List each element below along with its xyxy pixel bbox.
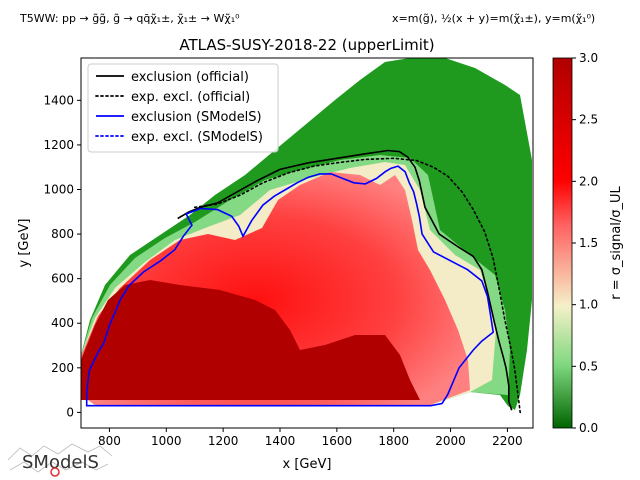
chart-title: ATLAS-SUSY-2018-22 (upperLimit) bbox=[179, 36, 434, 54]
x-tick-label: 800 bbox=[98, 434, 121, 448]
legend-label: exp. excl. (official) bbox=[131, 90, 250, 105]
y-tick-label: 400 bbox=[51, 316, 74, 330]
legend: exclusion (official) exp. excl. (official… bbox=[87, 63, 279, 153]
x-tick-label: 1400 bbox=[265, 434, 296, 448]
colorbar-tick-label: 2.0 bbox=[579, 174, 598, 188]
logo-red-dot bbox=[50, 467, 60, 477]
x-tick-label: 2000 bbox=[435, 434, 466, 448]
heatmap bbox=[81, 58, 532, 414]
x-tick-label: 2200 bbox=[492, 434, 523, 448]
header-left: T5WW: pp → g̃g̃, g̃ → qq̄χ̃₁±, χ̃₁± → Wχ… bbox=[19, 12, 240, 25]
colorbar-ticks: 0.0 0.5 1.0 1.5 2.0 2.5 3.0 bbox=[572, 51, 598, 435]
colorbar-label: r = σ_signal/σ_UL bbox=[609, 185, 624, 299]
colorbar-tick-label: 2.5 bbox=[579, 113, 598, 127]
colorbar-tick-label: 0.0 bbox=[579, 421, 598, 435]
smodels-logo: SModelS bbox=[7, 443, 113, 477]
x-axis-label: x [GeV] bbox=[283, 457, 332, 472]
y-axis-ticks: 0 200 400 600 800 1000 1200 1400 bbox=[43, 93, 81, 419]
colorbar-tick-label: 3.0 bbox=[579, 51, 598, 65]
y-tick-label: 800 bbox=[51, 227, 74, 241]
colorbar bbox=[552, 57, 573, 429]
logo-text: SModelS bbox=[22, 452, 99, 473]
legend-label: exclusion (SModelS) bbox=[131, 110, 262, 125]
y-tick-label: 0 bbox=[66, 405, 74, 419]
legend-label: exclusion (official) bbox=[131, 70, 249, 85]
x-axis-ticks: 800 1000 1200 1400 1600 1800 2000 2200 bbox=[98, 428, 523, 448]
series-line-2 bbox=[193, 157, 521, 414]
y-tick-label: 600 bbox=[51, 272, 74, 286]
legend-box bbox=[87, 63, 279, 153]
y-tick-label: 1400 bbox=[43, 93, 74, 107]
logo-network-decoration bbox=[7, 443, 113, 473]
legend-label: exp. excl. (SModelS) bbox=[131, 130, 263, 145]
x-tick-label: 1800 bbox=[378, 434, 409, 448]
colorbar-tick-label: 0.5 bbox=[579, 359, 598, 373]
y-tick-label: 1000 bbox=[43, 183, 74, 197]
x-tick-label: 1200 bbox=[208, 434, 239, 448]
header-right: x=m(g̃), ½(x + y)=m(χ̃₁±), y=m(χ̃₁⁰) bbox=[392, 12, 595, 25]
heatmap-dark-red bbox=[81, 280, 420, 400]
series-layer bbox=[85, 149, 521, 414]
x-tick-label: 1600 bbox=[322, 434, 353, 448]
x-tick-label: 1000 bbox=[151, 434, 182, 448]
plot-frame bbox=[80, 57, 534, 429]
colorbar-tick-label: 1.0 bbox=[579, 298, 598, 312]
colorbar-tick-label: 1.5 bbox=[579, 236, 598, 250]
y-tick-label: 200 bbox=[51, 361, 74, 375]
series-line-1 bbox=[177, 149, 513, 411]
y-axis-label: y [GeV] bbox=[17, 219, 32, 268]
series-line-3 bbox=[85, 165, 495, 407]
y-tick-label: 1200 bbox=[43, 138, 74, 152]
